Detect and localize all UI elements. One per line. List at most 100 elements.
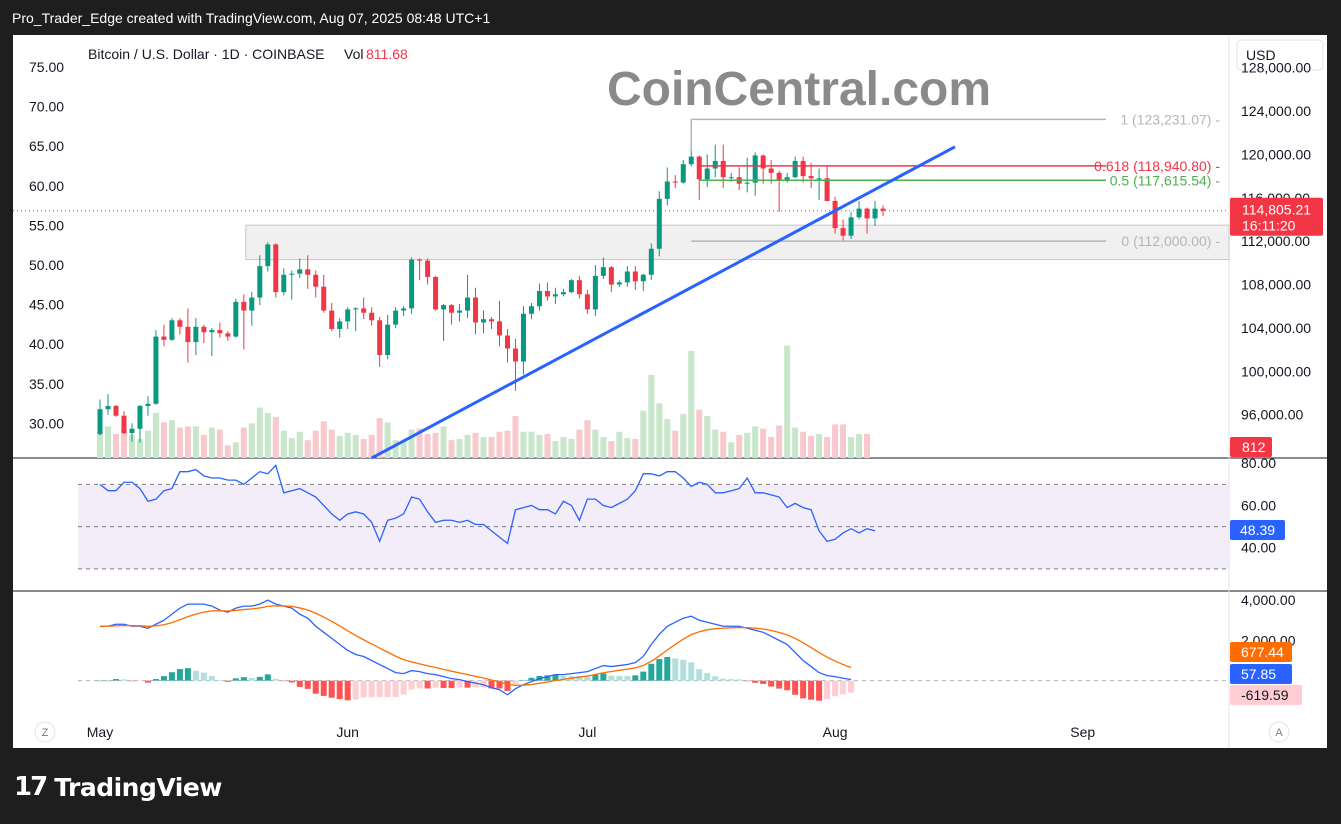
tradingview-logo[interactable]: 17 TradingView — [14, 772, 222, 802]
candle-body[interactable] — [856, 208, 862, 218]
candle-body[interactable] — [241, 301, 247, 311]
candle-body[interactable] — [528, 306, 534, 314]
candle-body[interactable] — [832, 201, 838, 229]
currency-button[interactable] — [1236, 39, 1324, 71]
candle-body[interactable] — [473, 297, 479, 323]
candle-body[interactable] — [824, 178, 830, 202]
fibonacci-layer[interactable]: 1 (123,231.07) - 0.618 (118,940.80) -0.5 … — [13, 111, 1229, 249]
auto-scale-button[interactable] — [1268, 721, 1290, 743]
candle-body[interactable] — [169, 320, 175, 340]
candle-body[interactable] — [728, 177, 734, 179]
candle-body[interactable] — [385, 324, 391, 355]
candle-body[interactable] — [800, 160, 806, 177]
candle-body[interactable] — [185, 326, 191, 342]
candle-body[interactable] — [401, 308, 407, 311]
candle-body[interactable] — [105, 405, 111, 410]
candle-body[interactable] — [281, 274, 287, 293]
candle-body[interactable] — [225, 333, 231, 337]
candle-body[interactable] — [616, 282, 622, 285]
candle-body[interactable] — [393, 310, 399, 325]
candle-body[interactable] — [784, 177, 790, 181]
candle-body[interactable] — [409, 259, 415, 309]
candle-body[interactable] — [369, 312, 375, 321]
candle-body[interactable] — [816, 178, 822, 180]
candle-body[interactable] — [233, 301, 239, 337]
candle-body[interactable] — [872, 208, 878, 219]
candle-body[interactable] — [536, 291, 542, 307]
support-trendline[interactable] — [370, 145, 956, 460]
candle-body[interactable] — [624, 271, 630, 283]
candle-body[interactable] — [97, 409, 103, 435]
candle-body[interactable] — [201, 326, 207, 333]
candle-body[interactable] — [544, 291, 550, 297]
candle-body[interactable] — [808, 176, 814, 179]
candle-body[interactable] — [552, 294, 558, 297]
candle-body[interactable] — [177, 320, 183, 327]
candle-body[interactable] — [457, 310, 463, 313]
candle-body[interactable] — [113, 405, 119, 416]
support-zone[interactable] — [245, 224, 1230, 261]
candle-body[interactable] — [656, 198, 662, 249]
trendline-layer[interactable] — [370, 145, 956, 460]
candle-body[interactable] — [752, 155, 758, 183]
candle-body[interactable] — [560, 292, 566, 295]
candle-body[interactable] — [217, 330, 223, 334]
candle-body[interactable] — [425, 260, 431, 277]
candle-body[interactable] — [257, 266, 263, 298]
candle-body[interactable] — [273, 244, 279, 293]
candle-body[interactable] — [209, 330, 215, 333]
candle-body[interactable] — [433, 276, 439, 310]
candle-body[interactable] — [489, 319, 495, 322]
candle-body[interactable] — [576, 280, 582, 295]
candle-body[interactable] — [704, 168, 710, 180]
candle-body[interactable] — [584, 294, 590, 310]
candle-body[interactable] — [672, 181, 678, 183]
candle-body[interactable] — [664, 181, 670, 199]
candle-body[interactable] — [512, 348, 518, 362]
candle-body[interactable] — [129, 428, 135, 434]
candle-body[interactable] — [345, 309, 351, 322]
candle-body[interactable] — [137, 405, 143, 429]
candle-body[interactable] — [744, 182, 750, 184]
candle-body[interactable] — [688, 156, 694, 165]
candle-body[interactable] — [449, 305, 455, 313]
candle-body[interactable] — [640, 274, 646, 282]
candle-body[interactable] — [161, 336, 167, 340]
candle-body[interactable] — [377, 320, 383, 355]
candle-body[interactable] — [696, 156, 702, 180]
candle-body[interactable] — [121, 415, 127, 434]
candle-body[interactable] — [840, 228, 846, 236]
candle-body[interactable] — [353, 308, 359, 310]
candle-body[interactable] — [417, 259, 423, 261]
candle-body[interactable] — [768, 168, 774, 173]
candle-body[interactable] — [145, 403, 151, 406]
candle-body[interactable] — [321, 286, 327, 311]
candle-body[interactable] — [712, 160, 718, 169]
candle-body[interactable] — [337, 321, 343, 329]
zoom-button[interactable] — [34, 721, 56, 743]
chart-frame[interactable]: CoinCentral.com Bitcoin / U.S. Dollar · … — [13, 35, 1327, 748]
candle-body[interactable] — [608, 267, 614, 285]
candle-body[interactable] — [497, 321, 502, 336]
candle-body[interactable] — [481, 319, 487, 323]
candle-body[interactable] — [249, 297, 255, 311]
candle-body[interactable] — [305, 269, 311, 275]
candle-body[interactable] — [193, 326, 199, 342]
candle-body[interactable] — [361, 308, 367, 313]
candle-body[interactable] — [289, 273, 295, 275]
candle-body[interactable] — [441, 305, 447, 310]
price-chart[interactable]: CoinCentral.com Bitcoin / U.S. Dollar · … — [13, 35, 1327, 748]
candle-body[interactable] — [465, 297, 471, 311]
candle-body[interactable] — [520, 313, 526, 362]
candle-body[interactable] — [760, 155, 766, 169]
candle-body[interactable] — [153, 336, 159, 404]
candle-body[interactable] — [504, 335, 510, 349]
candle-body[interactable] — [648, 248, 654, 275]
candle-body[interactable] — [592, 275, 598, 310]
candle-body[interactable] — [329, 310, 335, 329]
candle-body[interactable] — [632, 271, 638, 282]
candle-body[interactable] — [720, 160, 726, 178]
candle-body[interactable] — [265, 244, 271, 267]
candle-body[interactable] — [313, 274, 319, 287]
candle-body[interactable] — [848, 217, 854, 236]
